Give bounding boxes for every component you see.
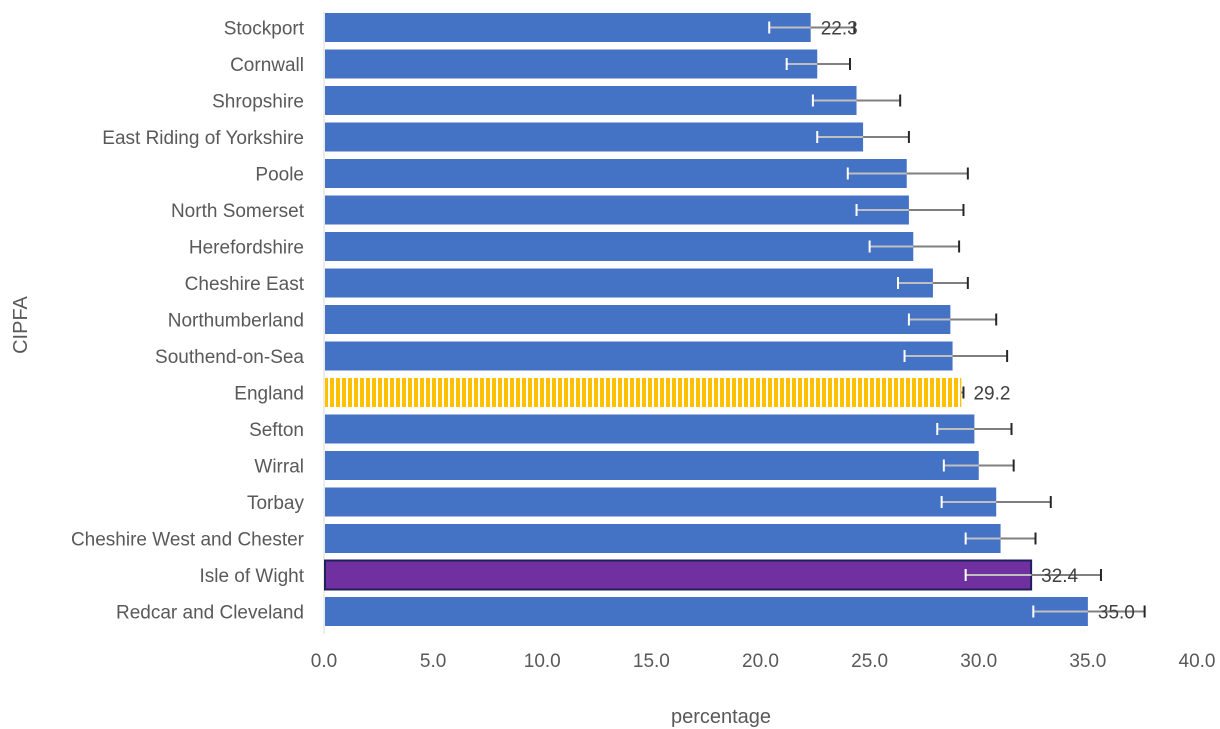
error-bar: [855, 204, 965, 216]
error-bar: [903, 350, 1009, 362]
y-axis-title: CIPFA: [10, 295, 32, 353]
x-tick-label: 15.0: [633, 651, 670, 672]
bar: [325, 49, 818, 79]
bars: [324, 13, 1088, 626]
bar: [325, 122, 864, 152]
x-tick-label: 25.0: [851, 651, 888, 672]
error-bar: [768, 21, 856, 34]
category-label: Isle of Wight: [199, 566, 304, 587]
error-bar: [811, 94, 902, 107]
category-label: Sefton: [249, 420, 304, 441]
data-label: 35.0: [1098, 603, 1135, 624]
category-label: Stockport: [224, 19, 305, 40]
category-label: Herefordshire: [189, 238, 304, 259]
error-bar: [896, 277, 969, 289]
bar: [325, 414, 975, 444]
data-labels: 22.3 29.2 32.4 35.0: [821, 19, 1135, 624]
error-bar: [964, 569, 1102, 581]
category-label: East Riding of Yorkshire: [102, 128, 304, 149]
x-axis-title: percentage: [671, 706, 771, 728]
data-label: 29.2: [973, 384, 1010, 405]
x-tick-label: 10.0: [524, 651, 561, 672]
data-label: 22.3: [821, 19, 858, 40]
error-bar: [964, 532, 1037, 545]
x-tick-label: 30.0: [960, 651, 997, 672]
bar: [325, 13, 811, 42]
bar: [325, 268, 933, 298]
error-bar: [868, 240, 961, 253]
bar: [325, 195, 909, 225]
category-label: Torbay: [247, 493, 305, 514]
error-bars: [768, 21, 1146, 618]
x-tick-label: 40.0: [1179, 651, 1216, 672]
x-tick-label: 35.0: [1069, 651, 1106, 672]
bar: [325, 159, 907, 188]
category-label: Poole: [255, 165, 304, 186]
bar: [325, 451, 979, 480]
category-label: Southend-on-Sea: [155, 347, 304, 368]
error-bar: [958, 386, 965, 399]
error-bar: [942, 459, 1015, 472]
error-bar: [907, 313, 998, 326]
category-label: Wirral: [254, 457, 304, 478]
category-label: Cheshire East: [185, 274, 305, 295]
bar: [325, 597, 1088, 626]
bar: [325, 86, 857, 115]
x-tick-label: 20.0: [742, 651, 779, 672]
bar: [325, 305, 951, 334]
bar: [324, 559, 1033, 591]
category-label: Cheshire West and Chester: [71, 530, 305, 551]
category-label: Northumberland: [168, 311, 304, 332]
error-bar: [816, 131, 910, 143]
category-label: North Somerset: [171, 201, 305, 222]
bar: [325, 487, 997, 517]
error-bar: [940, 496, 1052, 508]
category-label: Shropshire: [212, 92, 304, 113]
error-bar: [1032, 605, 1146, 618]
bar: [325, 378, 962, 407]
x-tick-label: 0.0: [311, 651, 337, 672]
error-bar: [936, 423, 1013, 435]
bar: [325, 524, 1001, 553]
bar: [325, 341, 953, 371]
error-bar: [785, 58, 851, 70]
data-label: 32.4: [1041, 566, 1078, 587]
bar: [325, 232, 914, 261]
error-bar: [846, 167, 969, 180]
category-label: England: [234, 384, 304, 405]
category-labels: Stockport Cornwall Shropshire East Riding o…: [71, 19, 305, 624]
category-label: Cornwall: [230, 55, 304, 76]
category-label: Redcar and Cleveland: [116, 603, 304, 624]
x-axis-tick-labels: 0.0 5.0 10.0 15.0 20.0 25.0 30.0 35.0 40.0: [311, 651, 1216, 672]
x-tick-label: 5.0: [420, 651, 446, 672]
